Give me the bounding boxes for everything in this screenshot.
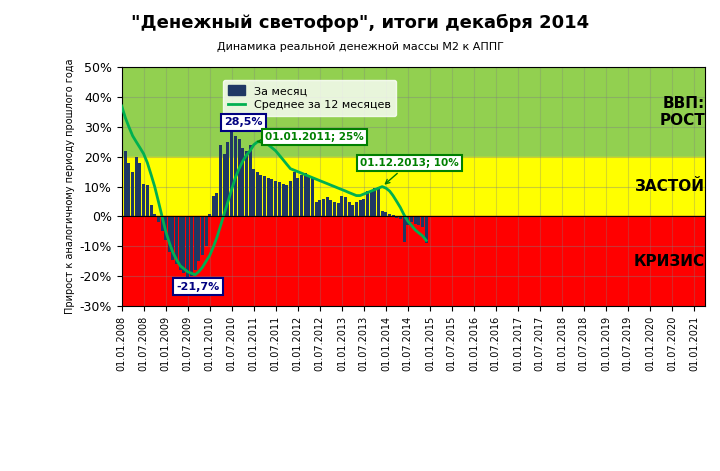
Bar: [344, 197, 347, 217]
Bar: [153, 213, 156, 217]
Bar: [355, 202, 358, 217]
Bar: [289, 181, 292, 217]
Bar: [307, 176, 310, 217]
Bar: [351, 204, 354, 217]
Bar: [282, 184, 284, 217]
Bar: [348, 202, 351, 217]
Bar: [234, 136, 237, 217]
Bar: [318, 200, 321, 217]
Bar: [315, 202, 318, 217]
Y-axis label: Прирост к аналогичному периоду прошлого года: Прирост к аналогичному периоду прошлого …: [66, 59, 76, 314]
Bar: [127, 162, 130, 217]
Bar: [157, 217, 160, 222]
Bar: [359, 200, 361, 217]
Bar: [171, 217, 174, 260]
Bar: [395, 217, 398, 218]
Bar: [230, 131, 233, 217]
Bar: [304, 173, 307, 217]
Bar: [311, 178, 314, 217]
Text: Динамика реальной денежной массы М2 к АППГ: Динамика реальной денежной массы М2 к АП…: [217, 42, 503, 52]
Bar: [421, 217, 424, 227]
Bar: [122, 67, 705, 157]
Bar: [219, 145, 222, 217]
Text: 01.01.2011; 25%: 01.01.2011; 25%: [258, 132, 364, 143]
Bar: [418, 217, 420, 226]
Bar: [197, 217, 200, 261]
Bar: [146, 185, 149, 217]
Bar: [292, 171, 295, 217]
Bar: [238, 139, 240, 217]
Bar: [212, 195, 215, 217]
Bar: [142, 184, 145, 217]
Text: КРИЗИС: КРИЗИС: [634, 254, 705, 269]
Bar: [222, 154, 226, 217]
Bar: [182, 217, 186, 273]
Bar: [373, 188, 377, 217]
Bar: [124, 151, 127, 217]
Bar: [337, 203, 340, 217]
Bar: [300, 175, 303, 217]
Bar: [341, 195, 343, 217]
Bar: [322, 199, 325, 217]
Bar: [274, 181, 277, 217]
Bar: [252, 169, 256, 217]
Bar: [384, 212, 387, 217]
Bar: [120, 134, 123, 217]
Legend: За месяц, Среднее за 12 месяцев: За месяц, Среднее за 12 месяцев: [222, 80, 396, 116]
Bar: [186, 217, 189, 281]
Bar: [406, 217, 409, 226]
Bar: [122, 157, 705, 217]
Bar: [208, 213, 211, 217]
Bar: [278, 182, 281, 217]
Bar: [135, 157, 138, 217]
Bar: [399, 217, 402, 219]
Bar: [161, 217, 163, 231]
Bar: [362, 199, 365, 217]
Bar: [175, 217, 178, 264]
Bar: [425, 217, 428, 244]
Bar: [241, 148, 244, 217]
Bar: [259, 175, 262, 217]
Bar: [122, 217, 705, 306]
Bar: [266, 178, 270, 217]
Bar: [204, 217, 207, 246]
Bar: [271, 179, 274, 217]
Bar: [164, 217, 167, 240]
Bar: [201, 217, 204, 255]
Bar: [366, 191, 369, 217]
Bar: [168, 217, 171, 252]
Bar: [402, 217, 405, 242]
Bar: [388, 213, 391, 217]
Bar: [263, 176, 266, 217]
Bar: [392, 215, 395, 217]
Bar: [150, 204, 153, 217]
Bar: [227, 142, 230, 217]
Bar: [296, 178, 300, 217]
Bar: [410, 217, 413, 222]
Bar: [414, 217, 417, 224]
Bar: [377, 187, 380, 217]
Bar: [131, 171, 134, 217]
Bar: [190, 217, 193, 276]
Bar: [333, 202, 336, 217]
Bar: [381, 211, 384, 217]
Text: ЗАСТОЙ: ЗАСТОЙ: [635, 179, 705, 194]
Bar: [248, 145, 251, 217]
Text: 01.12.2013; 10%: 01.12.2013; 10%: [360, 158, 459, 184]
Bar: [329, 200, 333, 217]
Bar: [194, 217, 197, 270]
Text: ВВП:
РОСТ: ВВП: РОСТ: [660, 96, 705, 128]
Bar: [285, 185, 288, 217]
Text: -21,7%: -21,7%: [176, 282, 220, 292]
Bar: [256, 171, 259, 217]
Bar: [179, 217, 181, 270]
Bar: [245, 151, 248, 217]
Bar: [215, 193, 218, 217]
Bar: [138, 162, 142, 217]
Text: 28,5%: 28,5%: [224, 117, 263, 127]
Bar: [369, 190, 373, 217]
Bar: [325, 197, 329, 217]
Text: "Денежный светофор", итоги декабря 2014: "Денежный светофор", итоги декабря 2014: [131, 14, 589, 32]
